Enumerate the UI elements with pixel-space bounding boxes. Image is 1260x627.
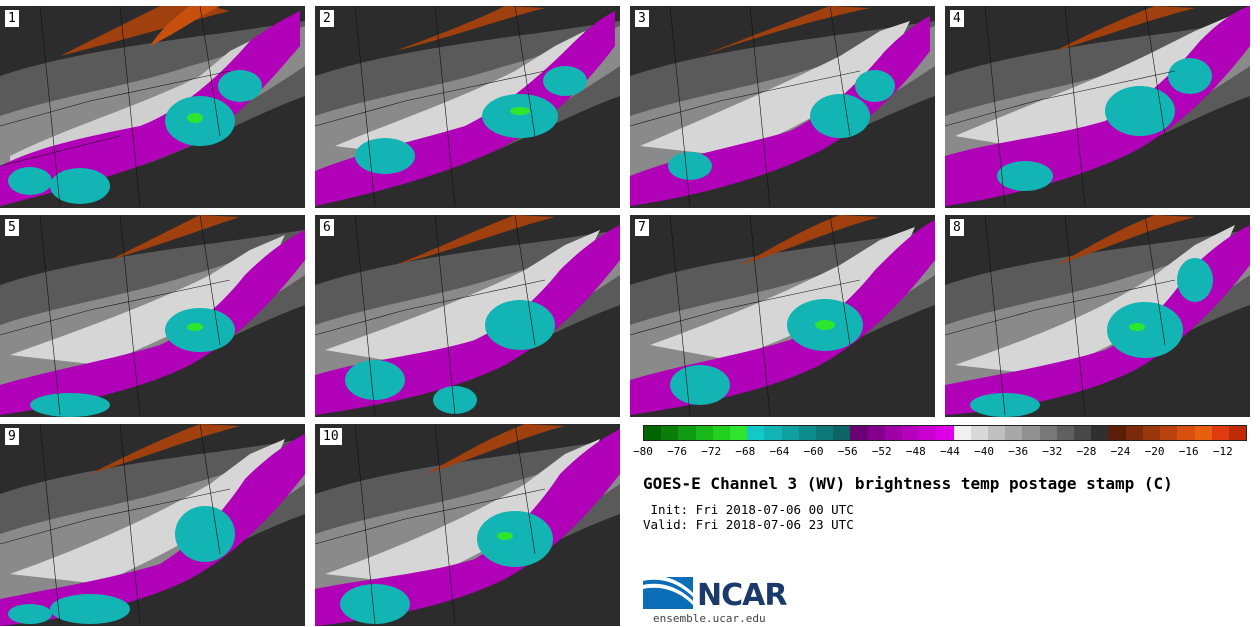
member-panel-1: 1 [0, 6, 305, 208]
colorbar-swatch [1091, 426, 1109, 440]
colorbar-swatch [1211, 426, 1229, 440]
colorbar-tick-label: −36 [1008, 445, 1029, 458]
member-panel-3: 3 [630, 6, 935, 208]
colorbar-swatch [1005, 426, 1023, 440]
colorbar-swatch [1039, 426, 1057, 440]
colorbar-swatch [764, 426, 782, 440]
wv-map-3 [630, 6, 935, 208]
member-panel-10: 10 [315, 424, 620, 626]
member-label: 3 [635, 10, 649, 27]
init-time: Init: Fri 2018-07-06 00 UTC [643, 502, 854, 517]
colorbar-tick-label: −40 [974, 445, 995, 458]
colorbar-swatch [644, 426, 662, 440]
colorbar-swatch [867, 426, 885, 440]
colorbar-tick-label: −64 [769, 445, 790, 458]
colorbar-tick-label: −32 [1042, 445, 1063, 458]
colorbar-swatch [833, 426, 851, 440]
ncar-wordmark: NCAR [697, 578, 787, 613]
ensemble-url: ensemble.ucar.edu [653, 612, 766, 625]
member-label: 5 [5, 219, 19, 236]
colorbar-tick-label: −20 [1144, 445, 1165, 458]
colorbar-tick-label: −12 [1212, 445, 1233, 458]
figure-title: GOES-E Channel 3 (WV) brightness temp po… [643, 474, 1173, 493]
colorbar-tick-label: −72 [701, 445, 722, 458]
colorbar-swatch [1142, 426, 1161, 440]
colorbar-swatch [936, 426, 954, 440]
wv-map-5 [0, 215, 305, 417]
colorbar-tick-label: −24 [1110, 445, 1131, 458]
colorbar-tick-label: −44 [940, 445, 960, 458]
colorbar-swatch [1074, 426, 1092, 440]
colorbar-swatch [970, 426, 989, 440]
colorbar-swatch [816, 426, 834, 440]
colorbar-swatch [1177, 426, 1195, 440]
member-panel-7: 7 [630, 215, 935, 417]
colorbar-tick-label: −60 [803, 445, 824, 458]
member-label: 1 [5, 10, 19, 27]
colorbar-swatch [884, 426, 903, 440]
member-panel-9: 9 [0, 424, 305, 626]
member-label: 9 [5, 428, 19, 445]
colorbar-ticks: −80 −76 −72 −68 −64 −60 −56 −52 −48 −44 −40 −36 −32−… [633, 445, 1247, 459]
member-label: 4 [950, 10, 964, 27]
colorbar-swatch [988, 426, 1006, 440]
colorbar-swatch [902, 426, 920, 440]
colorbar-tick-label: −28 [1076, 445, 1097, 458]
member-panel-4: 4 [945, 6, 1250, 208]
colorbar-tick-label: −68 [735, 445, 756, 458]
colorbar-swatch [1160, 426, 1178, 440]
colorbar [643, 425, 1247, 441]
wv-map-8 [945, 215, 1250, 417]
colorbar-swatch [781, 426, 799, 440]
colorbar-swatch [1022, 426, 1040, 440]
member-label: 10 [320, 428, 342, 445]
member-label: 7 [635, 219, 649, 236]
member-label: 8 [950, 219, 964, 236]
colorbar-tick-label: −76 [667, 445, 688, 458]
wv-map-1 [0, 6, 305, 208]
wv-map-10 [315, 424, 620, 626]
colorbar-swatch [953, 426, 971, 440]
wv-map-2 [315, 6, 620, 208]
colorbar-swatch [678, 426, 696, 440]
member-label: 2 [320, 10, 334, 27]
member-panel-6: 6 [315, 215, 620, 417]
colorbar-tick-label: −56 [837, 445, 858, 458]
member-label: 6 [320, 219, 334, 236]
member-panel-2: 2 [315, 6, 620, 208]
wv-map-6 [315, 215, 620, 417]
colorbar-tick-label: −80 [633, 445, 653, 458]
wv-map-7 [630, 215, 935, 417]
colorbar-swatch [712, 426, 731, 440]
colorbar-swatch [850, 426, 868, 440]
colorbar-swatch [730, 426, 748, 440]
colorbar-swatch [661, 426, 679, 440]
colorbar-swatch [695, 426, 713, 440]
colorbar-swatch [1194, 426, 1212, 440]
colorbar-swatch [1125, 426, 1143, 440]
colorbar-swatch [919, 426, 937, 440]
member-panel-5: 5 [0, 215, 305, 417]
wv-map-9 [0, 424, 305, 626]
wv-map-4 [945, 6, 1250, 208]
valid-time: Valid: Fri 2018-07-06 23 UTC [643, 517, 854, 532]
colorbar-swatch [1108, 426, 1126, 440]
colorbar-swatch [1056, 426, 1075, 440]
colorbar-tick-label: −48 [905, 445, 926, 458]
ncar-logo-icon [643, 575, 693, 609]
member-panel-8: 8 [945, 215, 1250, 417]
colorbar-swatch [747, 426, 765, 440]
colorbar-tick-label: −52 [871, 445, 892, 458]
colorbar-swatch [798, 426, 817, 440]
colorbar-tick-label: −16 [1178, 445, 1199, 458]
colorbar-swatch [1228, 426, 1247, 440]
